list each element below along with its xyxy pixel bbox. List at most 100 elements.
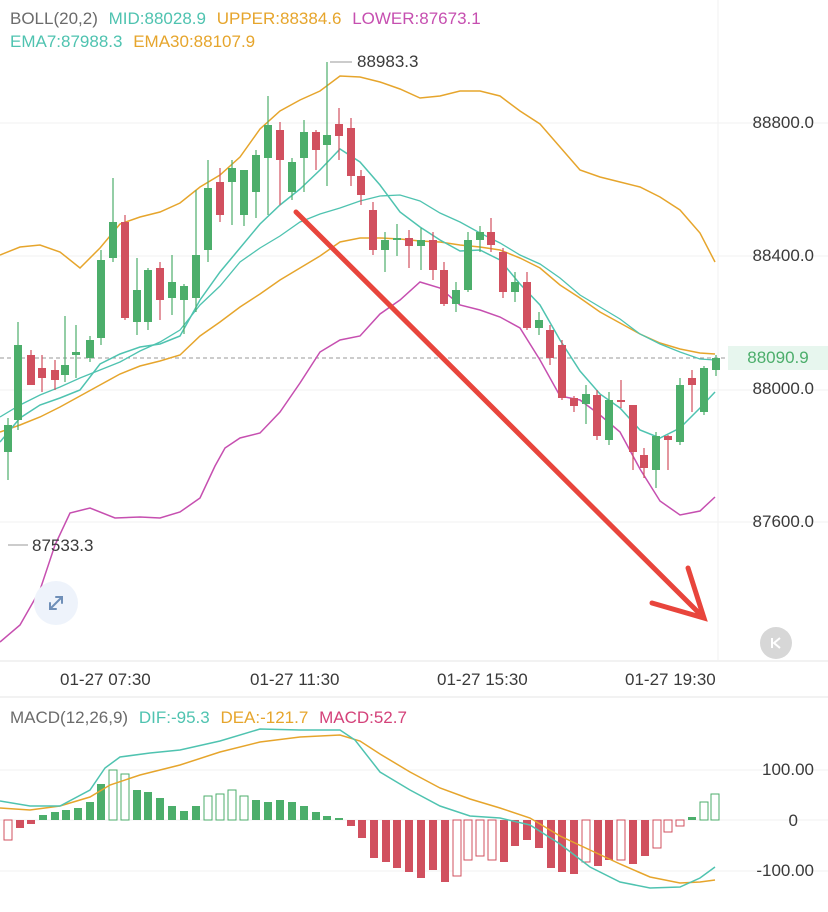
macd-bar xyxy=(51,812,59,820)
macd-bar xyxy=(227,789,237,821)
macd-bar xyxy=(144,792,152,820)
candle-body xyxy=(676,385,684,442)
macd-bar xyxy=(452,819,462,877)
candle-body xyxy=(312,132,320,150)
candle-body xyxy=(4,425,12,452)
price-axis-label: 87600.0 xyxy=(752,512,814,531)
candle-body xyxy=(499,252,507,292)
candle-body xyxy=(357,176,365,195)
ema-legend: EMA7:87988.3 EMA30:88107.9 xyxy=(10,31,261,53)
boll-lower-line xyxy=(0,281,716,643)
candle-body xyxy=(288,162,296,192)
candle-body xyxy=(664,436,672,440)
candle-body xyxy=(417,240,425,246)
candle-body xyxy=(558,345,566,398)
macd-bar xyxy=(710,793,720,821)
candle-body xyxy=(276,130,284,160)
boll-upper: UPPER:88384.6 xyxy=(216,9,342,28)
candle-body xyxy=(476,232,484,240)
candle-body xyxy=(14,345,22,420)
candle-body xyxy=(617,400,625,402)
macd-bar xyxy=(3,819,13,841)
macd-legend: MACD(12,26,9) DIF:-95.3 DEA:-121.7 MACD:… xyxy=(10,707,413,729)
macd-bar xyxy=(605,820,613,860)
macd-bar xyxy=(335,818,343,820)
time-axis-label: 01-27 07:30 xyxy=(60,670,151,689)
time-axis-label: 01-27 19:30 xyxy=(625,670,716,689)
macd-bar xyxy=(475,819,485,857)
boll-upper-line xyxy=(0,75,716,270)
candle-body xyxy=(27,355,35,385)
candle-body xyxy=(264,125,272,158)
boll-legend: BOLL(20,2) MID:88028.9 UPPER:88384.6 LOW… xyxy=(10,8,487,30)
time-axis-label: 01-27 15:30 xyxy=(437,670,528,689)
macd-bar xyxy=(276,800,284,820)
macd-dea-line xyxy=(0,734,716,884)
boll-mid: MID:88028.9 xyxy=(108,9,206,28)
candle-body xyxy=(121,222,129,318)
macd-dea: DEA:-121.7 xyxy=(220,708,309,727)
candle-body xyxy=(440,270,448,304)
candle-body xyxy=(593,395,601,436)
macd-value: MACD:52.7 xyxy=(319,708,407,727)
chevron-left-icon xyxy=(771,637,781,649)
candle-body xyxy=(204,188,212,250)
time-axis-label: 01-27 11:30 xyxy=(250,670,340,689)
macd-bar xyxy=(688,817,696,820)
candle-body xyxy=(144,270,152,322)
macd-bar xyxy=(675,819,685,827)
current-price-tag: 88090.9 xyxy=(728,346,828,370)
candle-body xyxy=(381,240,389,250)
low-price-label: 87533.3 xyxy=(32,536,94,555)
macd-bar xyxy=(252,800,260,820)
macd-axis-label: 100.00 xyxy=(762,760,814,779)
macd-bar xyxy=(203,795,213,821)
macd-bar xyxy=(370,820,378,858)
candle-body xyxy=(72,352,80,355)
macd-bar xyxy=(441,820,449,882)
macd-bar xyxy=(629,820,637,864)
candle-body xyxy=(133,290,141,322)
macd-bar xyxy=(239,795,249,821)
macd-bar xyxy=(382,820,390,862)
ema7-line xyxy=(0,148,716,443)
expand-button[interactable] xyxy=(34,581,78,625)
macd-bar xyxy=(62,810,70,820)
candle-body xyxy=(546,330,554,358)
macd-bar xyxy=(523,820,531,840)
price-axis-label: 88800.0 xyxy=(752,113,814,132)
ema30-value: EMA30:88107.9 xyxy=(133,32,256,51)
boll-lower: LOWER:87673.1 xyxy=(352,9,481,28)
macd-bar xyxy=(97,784,105,820)
ema30-line xyxy=(0,237,716,433)
candle-body xyxy=(97,260,105,338)
back-to-latest-button[interactable] xyxy=(760,627,792,659)
candle-body xyxy=(323,135,331,145)
candle-body xyxy=(369,210,377,250)
macd-bar xyxy=(108,769,118,821)
candle-body xyxy=(192,255,200,298)
candle-body xyxy=(652,436,660,470)
macd-histogram xyxy=(3,769,720,882)
macd-bar xyxy=(463,819,473,861)
expand-icon xyxy=(49,596,63,610)
candlesticks xyxy=(4,62,720,488)
candle-body xyxy=(156,268,164,300)
candle-body xyxy=(347,128,355,176)
candle-body xyxy=(51,370,59,380)
macd-bar xyxy=(312,812,320,820)
candle-body xyxy=(511,282,519,292)
ema7-value: EMA7:87988.3 xyxy=(10,32,123,51)
candle-body xyxy=(452,290,460,304)
grid xyxy=(0,0,828,872)
macd-bar xyxy=(358,820,366,838)
candle-body xyxy=(487,232,495,245)
macd-bar xyxy=(180,811,188,820)
macd-bar xyxy=(39,815,47,820)
candle-body xyxy=(216,182,224,215)
macd-bar xyxy=(347,820,355,826)
candle-body xyxy=(240,170,248,215)
candle-body xyxy=(688,378,696,385)
macd-bar xyxy=(192,806,200,820)
